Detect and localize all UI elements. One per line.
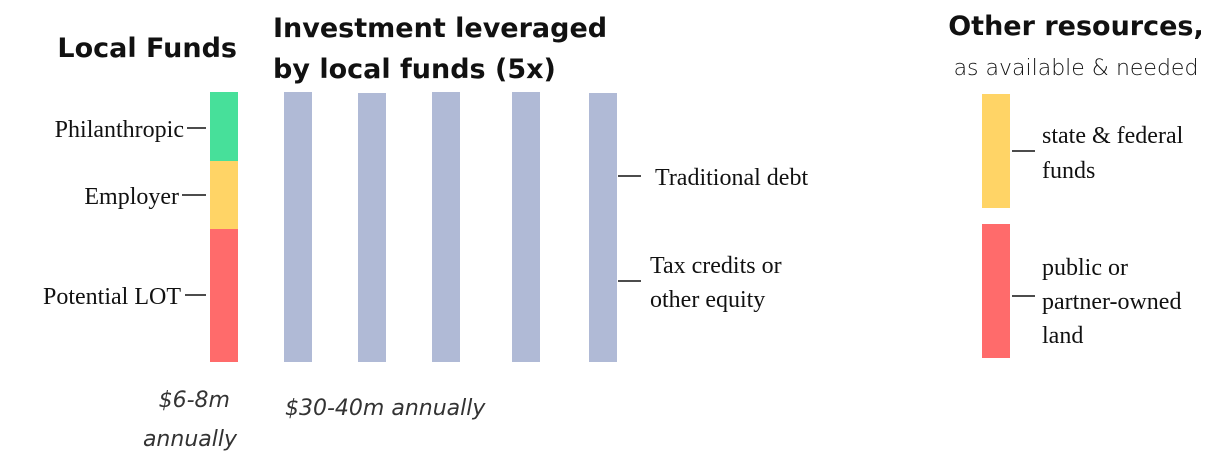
label-line: state & federal (1042, 123, 1184, 149)
segment (210, 161, 238, 229)
resource-bar (982, 94, 1010, 208)
investment-label: Traditional debt (655, 165, 808, 191)
resource-label: public or partner-owned land (1042, 255, 1187, 349)
local-amount: $6-8m annually (143, 388, 238, 452)
local-funds-title: Local Funds (57, 33, 237, 64)
segment-label: Philanthropic (55, 117, 184, 143)
label-line: public or (1042, 255, 1128, 281)
label-line: Tax credits or (650, 253, 782, 279)
title-line: Investment leveraged (273, 13, 607, 44)
resource-bar (982, 224, 1010, 358)
label-line: funds (1042, 158, 1095, 184)
other-title: Other resources, (948, 11, 1204, 42)
other-subtitle: as available & needed (954, 56, 1199, 81)
investment-amount: $30-40m annually (285, 396, 486, 421)
segment (210, 92, 238, 161)
bar (432, 92, 460, 362)
bar (589, 93, 617, 362)
resource-label: state & federal funds (1042, 123, 1189, 184)
label-line: land (1042, 323, 1083, 349)
label-line: other equity (650, 287, 765, 313)
investment-label: Tax credits or other equity (650, 253, 788, 313)
amount-line: annually (143, 427, 238, 452)
title-line: by local funds (5x) (273, 54, 556, 85)
bar (512, 92, 540, 362)
amount-line: $6-8m (159, 388, 230, 413)
bar (358, 93, 386, 362)
bar (284, 92, 312, 362)
segment-label: Employer (84, 184, 179, 210)
segment-label: Potential LOT (43, 284, 181, 310)
investment-title: Investment leveraged by local funds (5x) (273, 13, 617, 85)
segment (210, 229, 238, 362)
label-line: partner-owned (1042, 289, 1181, 315)
